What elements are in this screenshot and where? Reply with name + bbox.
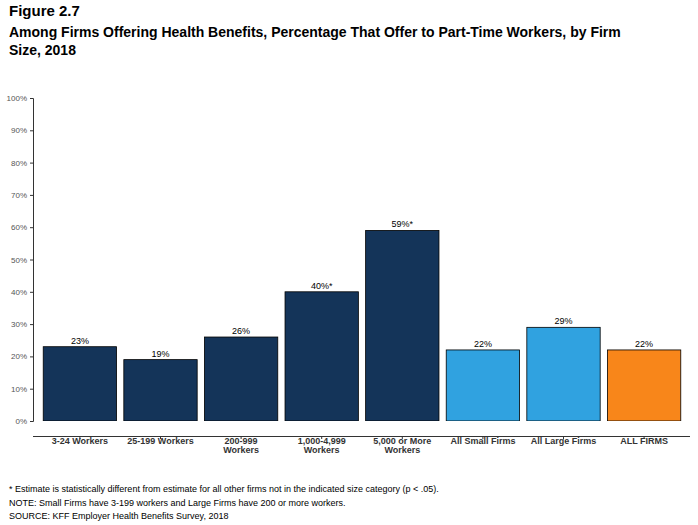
data-label: 23% — [71, 336, 89, 346]
y-tick-mark — [30, 292, 33, 293]
y-tick: 70% — [11, 191, 33, 200]
y-axis: 0% 10% 20% 30% 40% 50% 60% 70% 80% 90% 100% — [7, 94, 34, 426]
y-tick-mark — [30, 195, 33, 196]
y-tick-label: 70% — [11, 191, 27, 200]
x-tick: 25-199 Workers — [127, 436, 193, 446]
y-tick-label: 90% — [11, 126, 27, 135]
y-tick-label: 30% — [11, 320, 27, 329]
y-tick: 60% — [11, 223, 33, 232]
y-tick-mark — [30, 130, 33, 131]
x-tick-label: 25-199 Workers — [127, 436, 193, 446]
y-tick: 20% — [11, 352, 33, 361]
data-label: 22% — [474, 339, 492, 349]
bar — [204, 337, 277, 421]
x-tick: 200-999Workers — [223, 436, 259, 455]
footnote: SOURCE: KFF Employer Health Benefits Sur… — [9, 511, 228, 521]
text-line: All Large Firms — [531, 436, 597, 446]
x-tick-label: ALL FIRMS — [620, 436, 668, 446]
y-tick: 30% — [11, 320, 33, 329]
data-label: 19% — [151, 349, 169, 359]
y-tick-mark — [30, 389, 33, 390]
x-tick: 5,000 or MoreWorkers — [373, 436, 431, 455]
y-tick-mark — [30, 163, 33, 164]
subtitle: Among Firms Offering Health Benefits, Pe… — [9, 24, 621, 58]
text-line: 3-24 Workers — [52, 436, 108, 446]
y-tick: 100% — [7, 94, 33, 103]
x-axis: 3-24 Workers 25-199 Workers 200-999Workers… — [33, 436, 690, 455]
text-line: Workers — [384, 445, 420, 455]
y-tick: 90% — [11, 126, 33, 135]
y-tick-mark — [30, 260, 33, 261]
text-line: Size, 2018 — [9, 42, 76, 58]
x-tick: All Small Firms — [450, 436, 515, 446]
text-line: ALL FIRMS — [620, 436, 668, 446]
y-tick-mark — [30, 324, 33, 325]
text-line: Among Firms Offering Health Benefits, Pe… — [9, 24, 621, 40]
bar — [527, 327, 600, 421]
x-tick: ALL FIRMS — [620, 436, 668, 446]
y-tick-label: 40% — [11, 288, 27, 297]
data-label: 26% — [232, 326, 250, 336]
y-tick-label: 50% — [11, 256, 27, 265]
bar — [285, 292, 358, 421]
x-tick: 1,000-4,999Workers — [298, 436, 346, 455]
data-labels: 23% 19% 26% 40%* 59%* 22% 29% 22% — [71, 219, 653, 358]
bar — [446, 350, 519, 421]
y-tick-mark — [30, 98, 33, 99]
x-tick-label: 5,000 or MoreWorkers — [373, 436, 431, 455]
footnotes: * Estimate is statistically different fr… — [9, 484, 439, 521]
data-label: 40%* — [311, 281, 333, 291]
y-tick-mark — [30, 227, 33, 228]
y-tick-label: 10% — [11, 385, 27, 394]
y-tick: 0% — [15, 417, 33, 426]
data-label: 29% — [554, 316, 572, 326]
x-tick-label: 200-999Workers — [223, 436, 259, 455]
y-tick-label: 20% — [11, 352, 27, 361]
title: Figure 2.7 — [9, 2, 80, 19]
text-line: Workers — [223, 445, 259, 455]
text-line: 25-199 Workers — [127, 436, 193, 446]
bar — [43, 347, 116, 421]
y-tick-mark — [30, 421, 33, 422]
x-tick-label: 1,000-4,999Workers — [298, 436, 346, 455]
y-tick: 80% — [11, 159, 33, 168]
footnote: NOTE: Small Firms have 3-199 workers and… — [9, 498, 346, 508]
y-tick-mark — [30, 356, 33, 357]
y-tick-label: 80% — [11, 159, 27, 168]
y-tick: 50% — [11, 256, 33, 265]
data-label: 22% — [635, 339, 653, 349]
bar — [607, 350, 680, 421]
x-tick: All Large Firms — [531, 436, 597, 446]
x-tick-label: All Large Firms — [531, 436, 597, 446]
x-tick-label: 3-24 Workers — [52, 436, 108, 446]
data-label: 59%* — [392, 219, 414, 229]
x-tick: 3-24 Workers — [52, 436, 108, 446]
footnote: * Estimate is statistically different fr… — [9, 484, 439, 494]
bar — [366, 230, 439, 421]
bars — [43, 230, 681, 421]
y-tick-label: 0% — [15, 417, 27, 426]
y-tick-label: 100% — [7, 94, 27, 103]
chart: Figure 2.7 Among Firms Offering Health Be… — [0, 0, 698, 525]
text-line: Workers — [304, 445, 340, 455]
y-axis-line — [30, 99, 34, 422]
y-tick-label: 60% — [11, 223, 27, 232]
x-tick-label: All Small Firms — [450, 436, 515, 446]
text-line: All Small Firms — [450, 436, 515, 446]
y-tick: 10% — [11, 385, 33, 394]
bar — [124, 360, 197, 421]
y-tick: 40% — [11, 288, 33, 297]
